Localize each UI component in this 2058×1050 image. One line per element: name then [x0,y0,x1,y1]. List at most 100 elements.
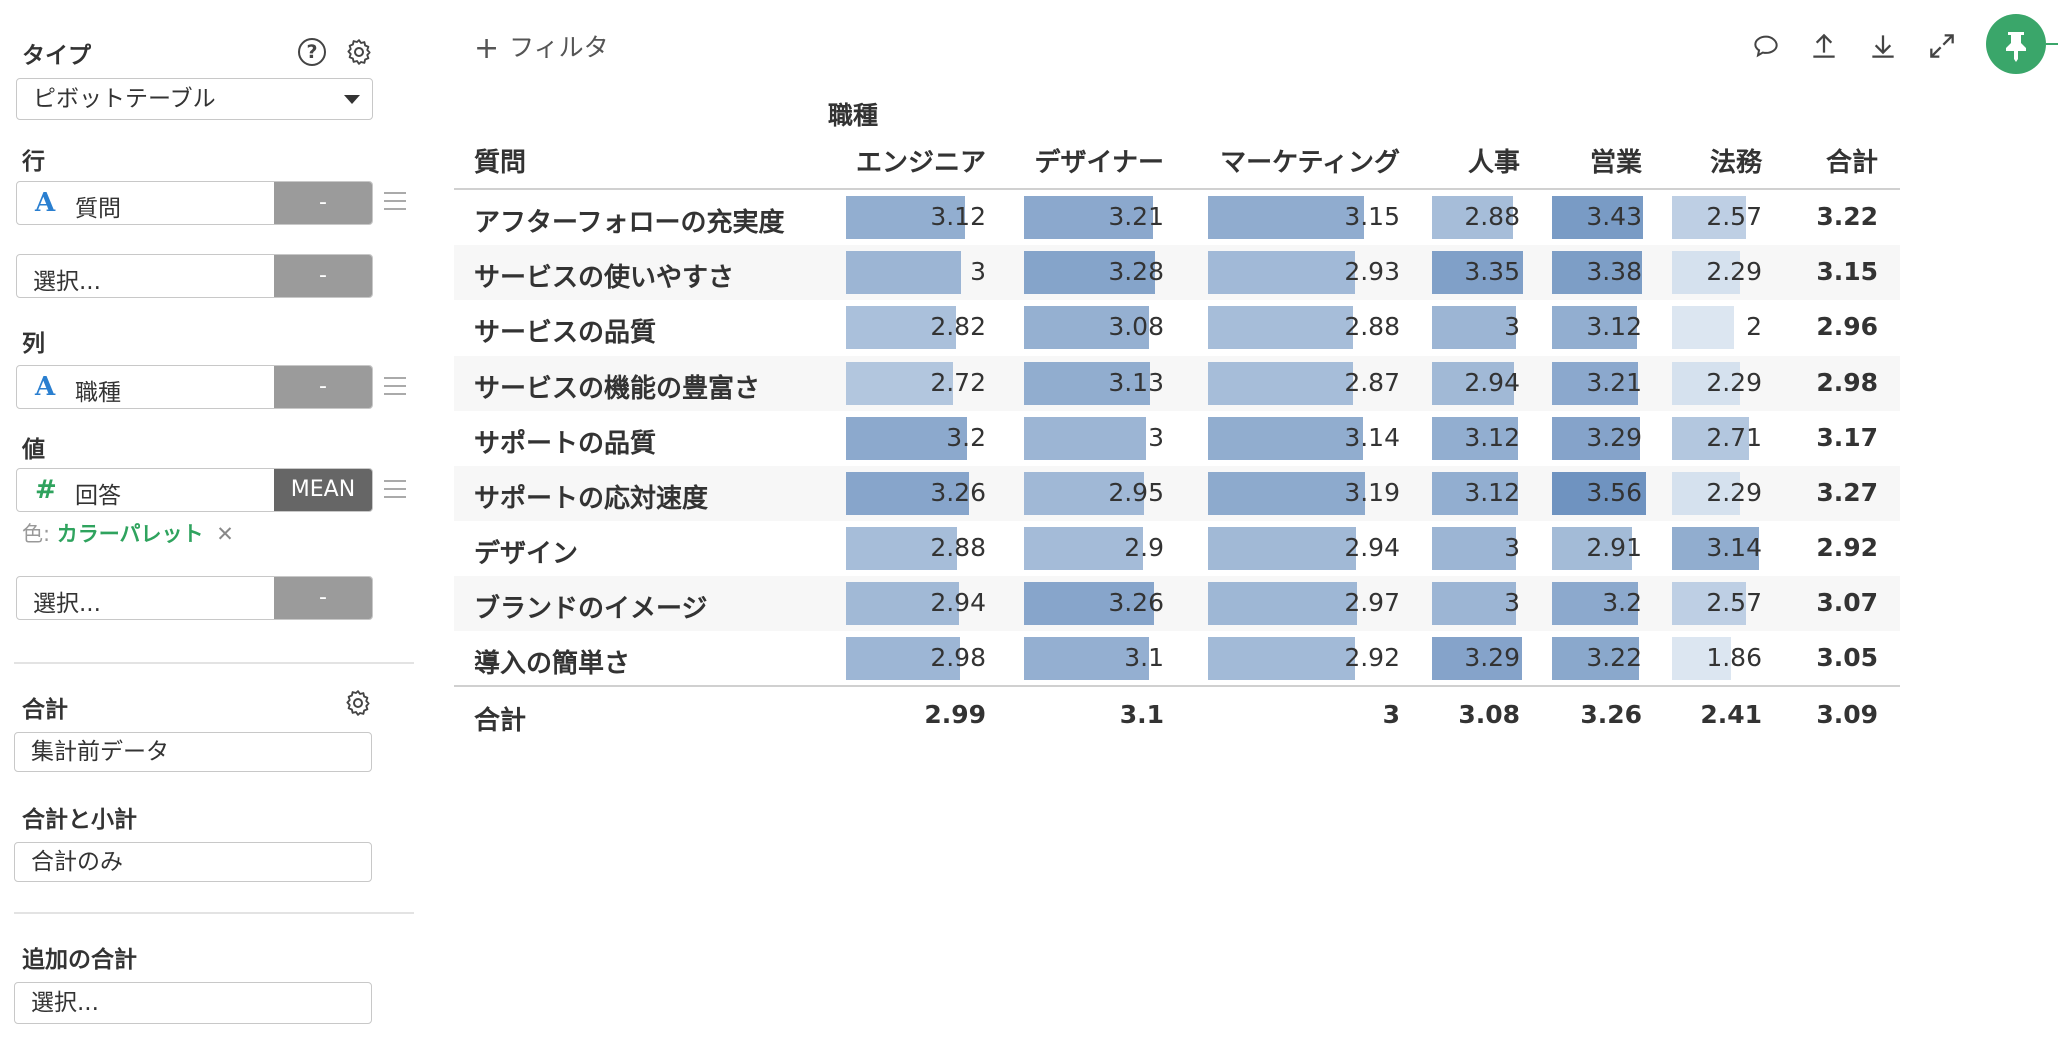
table-cell[interactable]: 2 [1672,300,1762,355]
add-filter-button[interactable]: + フィルタ [474,28,609,66]
subtotal-select[interactable]: 合計のみ [14,842,372,882]
row-field-pill[interactable]: A 質問 - [16,181,373,225]
value-add-select[interactable]: 選択... - [16,576,373,620]
row-add-select[interactable]: 選択... - [16,254,373,298]
table-cell[interactable]: 3.22 [1552,631,1642,686]
chevron-down-icon [344,95,360,104]
table-cell[interactable]: 2.29 [1672,466,1762,521]
table-row: サポートの品質 3.2 3 3.14 3.12 3.29 2.71 3.17 [454,411,1900,466]
expand-icon[interactable] [1926,30,1958,62]
table-cell[interactable]: 2.92 [1208,631,1400,686]
color-remove-icon[interactable]: ✕ [216,522,234,546]
table-cell[interactable]: 3.35 [1432,245,1524,300]
table-cell[interactable]: 3.2 [1552,576,1642,631]
table-cell[interactable]: 2.57 [1672,190,1762,245]
table-cell[interactable]: 3 [846,245,986,300]
value-bar [1672,306,1734,349]
cell-value: 3.26 [930,478,986,507]
table-cell[interactable]: 1.86 [1672,631,1762,686]
value-field-pill[interactable]: # 回答 MEAN [16,468,373,512]
table-cell[interactable]: 2.9 [1024,521,1164,576]
table-cell[interactable]: 3.43 [1552,190,1644,245]
cell-value: 1.86 [1706,643,1762,672]
table-cell[interactable]: 2.57 [1672,576,1762,631]
table-cell[interactable]: 3 [1024,411,1164,466]
table-cell[interactable]: 2.88 [1208,300,1400,355]
table-cell[interactable]: 3 [1432,576,1520,631]
value-drag-handle-icon[interactable] [384,480,406,504]
table-cell[interactable]: 3.28 [1024,245,1164,300]
table-cell[interactable]: 2.29 [1672,356,1762,411]
pin-button[interactable] [1986,14,2046,74]
table-cell[interactable]: 3.21 [1024,190,1164,245]
table-cell[interactable]: 3.29 [1552,411,1642,466]
row-section-label: 行 [22,149,45,175]
table-cell[interactable]: 3.38 [1552,245,1643,300]
value-bar [1208,417,1364,460]
value-field-name: 回答 [75,483,121,509]
cell-value: 3.21 [1586,368,1642,397]
comment-icon[interactable] [1750,30,1782,62]
type-settings-gear-icon[interactable] [344,37,374,67]
color-palette-link[interactable]: カラーパレット [56,522,204,546]
row-drag-handle-icon[interactable] [384,192,406,216]
column-drag-handle-icon[interactable] [384,377,406,401]
table-cell[interactable]: 2.97 [1208,576,1400,631]
download-icon[interactable] [1867,30,1899,62]
table-cell[interactable]: 3.13 [1024,356,1164,411]
table-cell[interactable]: 3 [1432,300,1520,355]
table-cell[interactable]: 3.15 [1208,190,1400,245]
total-basis-select[interactable]: 集計前データ [14,732,372,772]
table-cell[interactable]: 2.82 [846,300,986,355]
table-cell[interactable]: 2.88 [846,521,986,576]
column-group-header: 職種 [828,101,879,130]
table-cell[interactable]: 2.94 [846,576,986,631]
cell-value: 3.2 [946,423,986,452]
table-cell[interactable]: 3.14 [1208,411,1400,466]
table-cell[interactable]: 3.08 [1024,300,1164,355]
table-cell[interactable]: 2.72 [846,356,986,411]
table-cell[interactable]: 2.29 [1672,245,1762,300]
table-cell[interactable]: 3.19 [1208,466,1400,521]
value-bar [1432,306,1516,349]
total-settings-gear-icon[interactable] [343,688,373,718]
table-cell[interactable]: 2.98 [846,631,986,686]
table-cell[interactable]: 3.14 [1672,521,1762,576]
table-cell[interactable]: 2.94 [1432,356,1520,411]
column-field-pill[interactable]: A 職種 - [16,365,373,409]
table-cell[interactable]: 3.12 [846,190,986,245]
table-cell[interactable]: 3 [1432,521,1520,576]
chart-type-select[interactable]: ピボットテーブル [16,78,373,120]
help-icon[interactable]: ? [298,38,326,66]
column-total: 2.99 [924,700,986,729]
table-cell[interactable]: 3.12 [1432,411,1520,466]
table-cell[interactable]: 3.26 [846,466,986,521]
table-cell[interactable]: 2.94 [1208,521,1400,576]
cell-value: 3.22 [1586,643,1642,672]
value-agg-button[interactable]: MEAN [274,469,372,511]
cell-value: 3.19 [1344,478,1400,507]
table-cell[interactable]: 2.71 [1672,411,1762,466]
table-cell[interactable]: 3.21 [1552,356,1642,411]
table-cell[interactable]: 2.88 [1432,190,1520,245]
row-agg-button[interactable]: - [274,182,372,224]
table-cell[interactable]: 3.56 [1552,466,1646,521]
table-cell[interactable]: 2.91 [1552,521,1642,576]
value-bar [1552,582,1639,625]
table-cell[interactable]: 3.12 [1552,300,1642,355]
table-cell[interactable]: 2.95 [1024,466,1164,521]
cell-value: 2.57 [1706,202,1762,231]
table-cell[interactable]: 3.2 [846,411,986,466]
table-cell[interactable]: 3.12 [1432,466,1520,521]
table-cell[interactable]: 2.87 [1208,356,1400,411]
column-agg-button[interactable]: - [274,366,372,408]
table-cell[interactable]: 2.93 [1208,245,1400,300]
table-row: サポートの応対速度 3.26 2.95 3.19 3.12 3.56 2.29 3.27 [454,466,1900,521]
value-add-agg-button[interactable]: - [274,577,372,619]
extra-total-select[interactable]: 選択... [14,982,372,1024]
row-add-agg-button[interactable]: - [274,255,372,297]
table-cell[interactable]: 3.1 [1024,631,1164,686]
upload-icon[interactable] [1808,30,1840,62]
table-cell[interactable]: 3.29 [1432,631,1523,686]
table-cell[interactable]: 3.26 [1024,576,1164,631]
